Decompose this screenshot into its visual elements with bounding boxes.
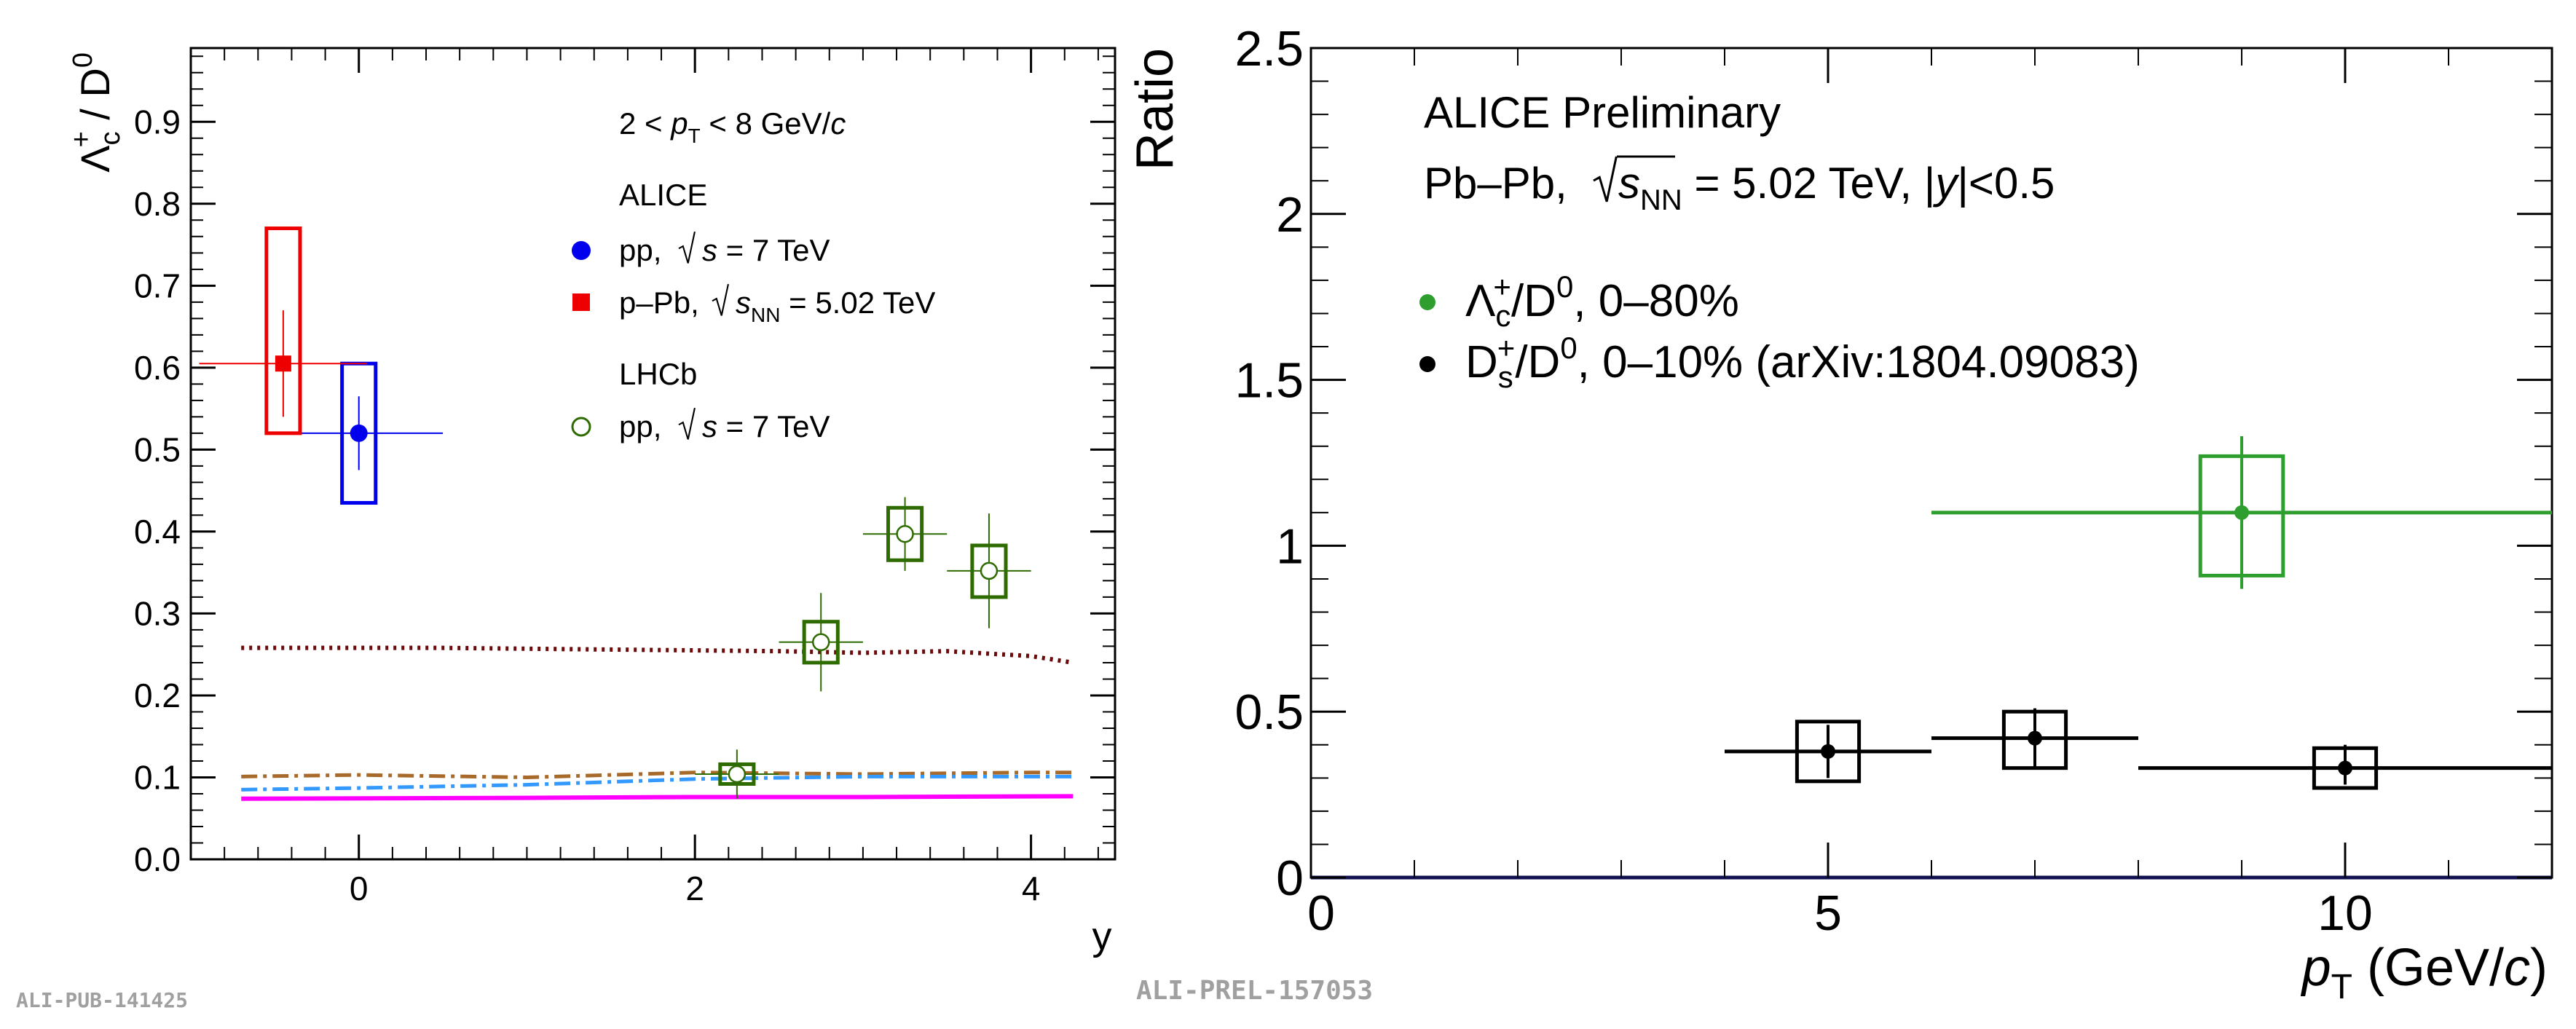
legend-marker-alice-pp <box>572 241 591 260</box>
left-y-tick-label: 0.7 <box>134 267 181 304</box>
legend-entry-alice-ppb-cont: sNN = 5.02 TeV <box>736 285 935 326</box>
left-plot-frame <box>189 47 1116 861</box>
left-y-tick-label: 0.1 <box>134 758 181 796</box>
left-x-tick-label: 0 <box>350 870 369 907</box>
right-y-tick-label: 0 <box>1276 851 1304 906</box>
right-x-tick-label: 5 <box>1814 886 1842 941</box>
legend-marker-ds <box>1419 356 1435 372</box>
left-model-curve <box>241 645 1074 665</box>
left-y-tick-label: 0.4 <box>134 513 181 551</box>
right-data-point <box>1821 744 1835 759</box>
right-x-axis-label: pT (GeV/c) <box>2301 939 2548 1006</box>
sqrt-icon <box>678 407 696 440</box>
right-annotation-experiment: ALICE Preliminary <box>1424 88 1781 137</box>
right-annotation-system: Pb–Pb, <box>1424 159 1567 208</box>
left-data-point <box>896 525 914 543</box>
legend-group-alice: ALICE <box>619 178 707 212</box>
right-y-tick-label: 2.5 <box>1234 21 1304 76</box>
legend-entry-alice-pp-cont: s = 7 TeV <box>702 233 830 267</box>
left-x-tick-label: 4 <box>1022 870 1041 907</box>
left-y-tick-label: 0.5 <box>134 430 181 468</box>
legend-marker-lhcb-pp <box>571 417 591 437</box>
right-point-syst-box <box>1795 719 1862 784</box>
left-data-point <box>728 765 747 784</box>
right-point-syst-box <box>2198 454 2285 577</box>
right-y-tick-label: 2 <box>1276 187 1304 243</box>
left-x-axis-label: y <box>1092 915 1112 958</box>
legend-entry-ds: Ds+/D0, 0–10% (arXiv:1804.09083) <box>1465 331 2140 394</box>
left-point-syst-box <box>886 505 924 562</box>
left-x-tick-label: 2 <box>685 870 704 907</box>
left-y-tick-label: 0.9 <box>134 103 181 141</box>
right-y-tick-label: 1.5 <box>1234 353 1304 409</box>
left-y-tick-label: 0.3 <box>134 594 181 632</box>
legend-marker-lc <box>1419 294 1435 310</box>
left-y-tick-label: 0.6 <box>134 349 181 387</box>
left-model-curve <box>241 794 1074 801</box>
right-point-syst-box <box>2001 709 2068 770</box>
right-data-point <box>2338 760 2352 776</box>
right-x-tick-label: 10 <box>2317 886 2373 941</box>
right-y-tick-label: 1 <box>1276 519 1304 574</box>
left-panel: 0.0 0.1 0.2 0.3 0.4 0.5 0.6 0.7 0.8 0.9 0 2 4 y Λc+ / … <box>16 47 1116 1012</box>
legend-entry-lhcb-pp: pp, <box>619 409 661 443</box>
sqrt-icon <box>712 283 729 316</box>
legend-entry-alice-pp: pp, <box>619 233 661 267</box>
legend-entry-alice-ppb: p–Pb, <box>619 285 699 320</box>
legend-marker-alice-ppb <box>572 293 590 311</box>
right-x-tick-label: 0 <box>1307 886 1335 941</box>
left-watermark: ALI-PUB-141425 <box>16 988 188 1012</box>
left-y-tick-label: 0.0 <box>134 840 181 878</box>
right-data-point <box>2028 730 2042 746</box>
left-data-point <box>350 424 368 442</box>
legend-group-lhcb: LHCb <box>619 357 697 391</box>
sqrt-icon <box>678 231 696 264</box>
left-point-syst-box <box>718 762 756 786</box>
left-data-point <box>275 355 291 372</box>
sqrt-icon <box>1593 156 1618 202</box>
left-point-syst-box <box>264 226 302 435</box>
left-legend-header: 2 < pT < 8 GeV/c <box>619 106 846 147</box>
left-point-syst-box <box>802 620 840 665</box>
right-annotation-system-cont: sNN = 5.02 TeV, |y|<0.5 <box>1618 159 2055 216</box>
right-y-tick-label: 0.5 <box>1234 685 1304 740</box>
right-watermark: ALI-PREL-157053 <box>1136 976 1373 1006</box>
legend-entry-lhcb-pp-cont: s = 7 TeV <box>702 409 830 443</box>
right-point-syst-box <box>2312 746 2379 790</box>
left-y-tick-label: 0.2 <box>134 677 181 714</box>
left-y-tick-label: 0.8 <box>134 185 181 223</box>
left-y-axis-label: Λc+ / D0 <box>66 52 126 173</box>
left-data-point <box>980 561 999 580</box>
left-model-curve <box>241 770 1074 779</box>
right-y-axis-label: Ratio <box>1126 48 1184 170</box>
left-data-point <box>811 633 830 652</box>
left-model-curve <box>241 774 1074 792</box>
left-point-syst-box <box>970 543 1008 599</box>
right-data-point <box>2234 505 2249 520</box>
legend-entry-lc: Λc+/D0, 0–80% <box>1465 269 1739 333</box>
